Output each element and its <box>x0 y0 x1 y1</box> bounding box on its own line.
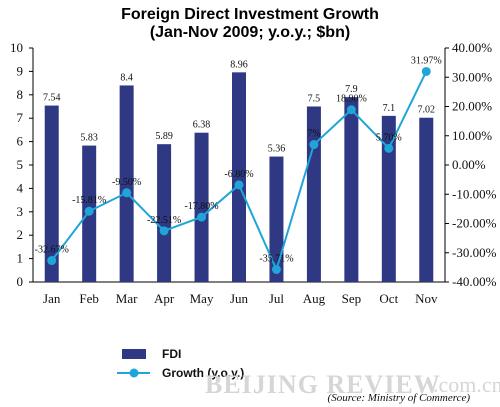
y-left-tick-label: 6 <box>17 134 24 149</box>
fdi-bar <box>381 115 396 282</box>
y-left-tick-label: 4 <box>17 180 24 195</box>
y-left-tick-label: 10 <box>10 40 23 55</box>
growth-point-label: -9.50% <box>112 177 141 188</box>
y-right-tick-label: 20.00% <box>452 99 492 114</box>
x-category-label: May <box>190 291 214 306</box>
growth-point-label: -17.80% <box>184 201 218 212</box>
y-left-tick-label: 1 <box>17 251 24 266</box>
fdi-bar-label: 8.4 <box>120 72 133 83</box>
y-right-tick-label: -30.00% <box>452 245 497 260</box>
fdi-bar <box>44 105 59 283</box>
growth-point <box>271 264 281 274</box>
y-left-tick-label: 3 <box>17 204 24 219</box>
fdi-bar <box>119 85 134 282</box>
fdi-bar <box>419 117 434 283</box>
y-left-tick-label: 9 <box>17 63 24 78</box>
fdi-bar <box>269 156 284 282</box>
x-category-label: Jun <box>230 291 249 306</box>
y-left-tick-label: 7 <box>17 110 24 125</box>
fdi-bar <box>232 72 246 282</box>
legend-growth-label: Growth (y.o.y.) <box>162 366 244 380</box>
y-right-tick-label: -10.00% <box>452 186 497 201</box>
x-category-label: Mar <box>116 291 138 306</box>
chart-subtitle: (Jan-Nov 2009; y.o.y.; $bn) <box>150 24 350 41</box>
fdi-bar <box>194 132 209 282</box>
growth-point <box>84 206 94 216</box>
plot-area: 0 1 2 3 4 5 6 7 8 9 10 -40.00% -30.00% -20.00% -10.00%… <box>10 40 497 306</box>
growth-point <box>346 105 356 115</box>
x-category-label: Sep <box>342 291 362 306</box>
legend-fdi-swatch <box>122 349 146 359</box>
y-right-tick-label: 10.00% <box>452 128 492 143</box>
x-category-label: Jan <box>43 291 61 306</box>
source-note: (Source: Ministry of Commerce) <box>328 392 471 404</box>
growth-point <box>384 143 394 153</box>
x-category-label: Oct <box>379 291 398 306</box>
x-category-label: Nov <box>415 291 438 306</box>
fdi-bar-label: 8.96 <box>230 59 248 70</box>
fdi-bar-label: 7.54 <box>43 93 61 104</box>
legend-fdi-label: FDI <box>162 347 181 361</box>
watermark-brand: BEIJING REVIEW <box>205 370 441 399</box>
fdi-bar-label: 7.02 <box>418 105 436 116</box>
fdi-bar-label: 7.5 <box>308 94 321 105</box>
growth-point-label: -15.81% <box>72 195 106 206</box>
fdi-bar-label: 5.36 <box>268 144 286 155</box>
fdi-bar <box>344 97 359 282</box>
y-left-tick-label: 5 <box>17 157 24 172</box>
fdi-bar-label: 5.83 <box>80 133 98 144</box>
y-left-tick-label: 0 <box>17 274 24 289</box>
x-category-label: Jul <box>269 291 285 306</box>
y-right-tick-label: -20.00% <box>452 216 497 231</box>
growth-point-label: -35.71% <box>259 253 293 264</box>
x-category-label: Apr <box>154 291 175 306</box>
growth-point-label: -22.51% <box>147 215 181 226</box>
watermark-domain: .com.cn <box>433 372 500 397</box>
growth-point-label: 31.97% <box>411 55 442 66</box>
fdi-bar-label: 7.1 <box>383 103 396 114</box>
growth-point-label: 7% <box>307 129 320 140</box>
fdi-bar-label: 7.9 <box>345 84 358 95</box>
fdi-bar <box>157 144 172 282</box>
chart-title: Foreign Direct Investment Growth <box>121 6 379 23</box>
growth-point-label: 18.90% <box>336 94 367 105</box>
growth-point <box>197 212 207 222</box>
x-category-label: Aug <box>303 291 326 306</box>
y-right-tick-label: -40.00% <box>452 274 497 289</box>
growth-point-label: -6.80% <box>224 169 253 180</box>
growth-point <box>47 256 57 266</box>
fdi-bar <box>306 106 321 282</box>
x-category-label: Feb <box>79 291 99 306</box>
growth-point-label: 5.70% <box>376 132 402 143</box>
fdi-bar-label: 6.38 <box>193 120 211 131</box>
growth-point-label: -32.67% <box>35 245 69 256</box>
growth-point <box>421 66 431 76</box>
y-left-tick-label: 8 <box>17 87 24 102</box>
fdi-bar-label: 5.89 <box>155 131 173 142</box>
watermark-logo: BEIJING REVIEW .com.cn <box>205 370 500 399</box>
legend: FDI Growth (y.o.y.) <box>117 347 244 380</box>
growth-point <box>159 226 169 236</box>
growth-point <box>309 140 319 150</box>
y-right-tick-label: 0.00% <box>452 157 486 172</box>
y-left-tick-label: 2 <box>17 227 24 242</box>
y-right-tick-label: 40.00% <box>452 40 492 55</box>
growth-point <box>234 180 244 190</box>
y-right-tick-label: 30.00% <box>452 69 492 84</box>
growth-point <box>122 188 132 198</box>
legend-growth-marker <box>129 368 139 378</box>
